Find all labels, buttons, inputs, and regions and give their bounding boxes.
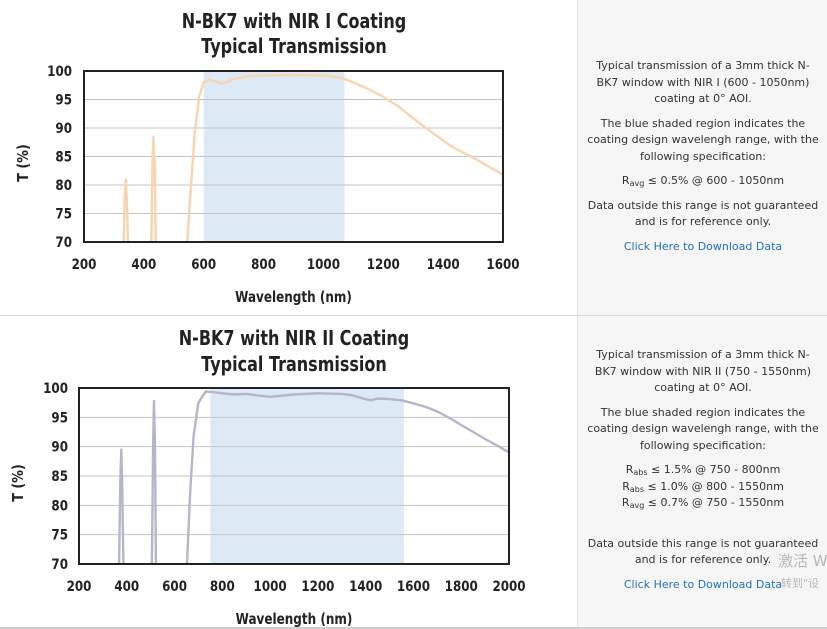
transmission-curve [150, 135, 157, 243]
y-tick-label: 95 [55, 93, 72, 109]
y-tick-label: 100 [43, 381, 68, 397]
chart-nir-i: 70 75 80 85 90 95 100 200 400 600 800 1000 1200 1400 1… [15, 10, 519, 307]
plot-frame [78, 387, 510, 565]
x-tick-label: 1800 [445, 579, 478, 595]
spec-value: ≤ 1.0% @ 800 - 1550nm [644, 479, 784, 493]
spec-line: Rabs ≤ 1.5% @ 750 - 800nm [586, 462, 820, 479]
x-axis-label: Wavelength (nm) [235, 289, 352, 307]
x-tick-label: 400 [131, 257, 156, 273]
x-tick-label: 800 [210, 579, 235, 595]
disclaimer-text: Data outside this range is not guarantee… [587, 536, 819, 567]
x-tick-label: 1400 [349, 579, 382, 595]
y-axis-label: T (%) [15, 144, 32, 182]
spec-list: Rabs ≤ 1.5% @ 750 - 800nm Rabs ≤ 1.0% @ … [586, 462, 820, 512]
description-text: Typical transmission of a 3mm thick N-BK… [594, 348, 812, 394]
row-divider [0, 315, 827, 316]
x-tick-label: 400 [114, 579, 139, 595]
x-tick-label: 1200 [367, 257, 400, 273]
y-tick-label: 85 [51, 469, 68, 485]
watermark-goto: 转到"设 [781, 577, 820, 590]
watermark-activate: 激活 W [778, 552, 827, 570]
chart-title: N-BK7 with NIR II Coating [179, 327, 409, 350]
y-tick-label: 80 [51, 498, 68, 514]
description-text: Typical transmission of a 3mm thick N-BK… [596, 59, 810, 105]
spec-value: ≤ 0.7% @ 750 - 1550nm [644, 496, 785, 509]
x-tick-label: 1600 [397, 579, 430, 595]
x-tick-label: 1200 [301, 579, 334, 595]
spec-symbol: R [621, 174, 630, 187]
y-tick-label: 80 [55, 178, 72, 194]
x-axis-label: Wavelength (nm) [236, 611, 353, 629]
chart-nir-ii: 70 75 80 85 90 95 100 200 400 600 800 1000 1200 1400 1… [10, 327, 525, 629]
transmission-curve [186, 73, 504, 243]
shaded-region-note: The blue shaded region indicates the coa… [587, 405, 819, 452]
shaded-region-note: The blue shaded region indicates the coa… [587, 116, 819, 163]
x-tick-label: 2000 [492, 579, 525, 595]
x-tick-label: 1600 [486, 257, 519, 273]
y-tick-label: 70 [51, 557, 68, 573]
chart-row-nir-ii: 70 75 80 85 90 95 100 200 400 600 800 1000 1200 1400 1… [0, 316, 827, 629]
info-panel-nir-ii: Typical transmission of a 3mm thick N-BK… [577, 316, 827, 629]
x-tick-label: 1000 [254, 579, 287, 595]
transmission-curve [185, 390, 510, 565]
y-tick-label: 75 [55, 207, 72, 223]
spec-subscript: avg [629, 179, 645, 188]
spec-line: Ravg ≤ 0.5% @ 600 - 1050nm [586, 173, 820, 190]
spec-line: Ravg ≤ 0.7% @ 750 - 1550nm [586, 495, 820, 512]
info-panel-nir-i: Typical transmission of a 3mm thick N-BK… [577, 0, 827, 315]
chart-panel-nir-i: 70 75 80 85 90 95 100 200 400 600 800 1000 1200 1400 1… [0, 0, 576, 315]
chart-title: N-BK7 with NIR I Coating [182, 10, 406, 33]
transmission-curve [150, 399, 158, 565]
spec-symbol: R [621, 496, 630, 509]
download-data-link[interactable]: Click Here to Download Data [623, 577, 783, 591]
chart-panel-nir-ii: 70 75 80 85 90 95 100 200 400 600 800 1000 1200 1400 1… [0, 316, 576, 629]
x-tick-label: 800 [251, 257, 276, 273]
spec-line: Rabs ≤ 1.0% @ 800 - 1550nm [586, 479, 820, 496]
disclaimer-text: Data outside this range is not guarantee… [587, 198, 819, 229]
transmission-curve [117, 448, 125, 565]
bottom-border [0, 627, 827, 629]
plot-frame [83, 70, 504, 243]
x-tick-label: 200 [67, 579, 92, 595]
y-tick-label: 95 [51, 410, 68, 426]
chart-subtitle: Typical Transmission [201, 35, 387, 58]
y-axis-label: T (%) [10, 464, 27, 502]
spec-symbol: R [625, 463, 634, 476]
transmission-curve [122, 178, 130, 243]
spec-subscript: abs [633, 468, 648, 477]
y-tick-label: 90 [55, 121, 72, 137]
spec-value: ≤ 1.5% @ 750 - 800nm [647, 463, 781, 476]
y-tick-label: 70 [55, 235, 72, 251]
spec-symbol: R [622, 479, 630, 493]
download-data-link[interactable]: Click Here to Download Data [623, 239, 783, 253]
y-tick-label: 75 [51, 528, 68, 544]
chart-subtitle: Typical Transmission [201, 353, 387, 376]
x-tick-label: 1000 [307, 257, 340, 273]
x-tick-label: 600 [162, 579, 187, 595]
y-tick-label: 85 [55, 150, 72, 166]
spec-subscript: abs [629, 484, 644, 494]
y-tick-label: 90 [51, 440, 68, 456]
y-tick-label: 100 [47, 64, 72, 80]
spec-value: ≤ 0.5% @ 600 - 1050nm [644, 174, 785, 187]
x-tick-label: 600 [191, 257, 216, 273]
info-text-nir-ii: Typical transmission of a 3mm thick N-BK… [586, 347, 820, 601]
chart-row-nir-i: 70 75 80 85 90 95 100 200 400 600 800 1000 1200 1400 1… [0, 0, 827, 315]
info-text-nir-i: Typical transmission of a 3mm thick N-BK… [586, 58, 820, 263]
spec-subscript: avg [629, 501, 645, 510]
x-tick-label: 1400 [427, 257, 460, 273]
x-tick-label: 200 [72, 257, 97, 273]
